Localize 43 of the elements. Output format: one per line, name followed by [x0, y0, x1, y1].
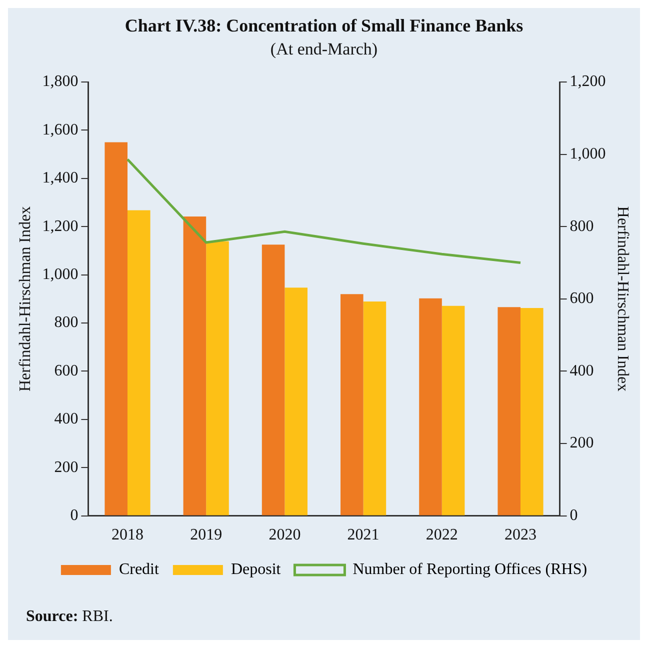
y-tick-label: 400 [54, 410, 78, 428]
bar [183, 216, 206, 516]
x-tick-label: 2021 [347, 526, 380, 544]
x-tick-label: 2023 [504, 526, 536, 544]
y-tick-label: 1,800 [42, 73, 78, 90]
bar [340, 294, 364, 516]
y-tick-label: 600 [54, 362, 78, 380]
y-tick-label: 1,000 [42, 266, 78, 284]
legend-label: Number of Reporting Offices (RHS) [352, 561, 588, 578]
bar [520, 308, 544, 516]
y-tick-label: 1,600 [42, 121, 78, 138]
chart-title: Chart IV.38: Concentration of Small Finance Banks [124, 15, 524, 36]
bar [128, 210, 150, 516]
y-tick-label: 200 [54, 458, 78, 476]
chart-subtitle: (At end-March) [270, 39, 378, 58]
bar [363, 302, 386, 516]
y2-tick-label: 800 [570, 218, 594, 235]
y-axis-title: Herfindahl-Hirschman Index [16, 206, 34, 392]
y2-tick-label: 200 [570, 434, 594, 452]
y-tick-label: 1,200 [42, 218, 78, 235]
y2-axis-title: Herfindahl-Hirschman Index [614, 206, 632, 392]
x-tick-label: 2019 [190, 526, 222, 544]
bar [104, 142, 128, 516]
bar [262, 244, 285, 516]
bar [442, 306, 465, 516]
legend-label: Deposit [230, 561, 282, 578]
bar [206, 241, 229, 516]
x-tick-label: 2018 [112, 526, 144, 544]
x-tick-label: 2022 [426, 526, 458, 544]
bar [419, 298, 442, 516]
y-tick-label: 0 [70, 507, 78, 524]
y2-tick-label: 1,200 [570, 73, 606, 90]
x-tick-label: 2020 [268, 526, 301, 544]
bar [498, 307, 520, 516]
y2-tick-label: 600 [570, 290, 594, 308]
source-note: Source: RBI. [26, 608, 113, 625]
bar [284, 288, 308, 516]
y-tick-label: 1,400 [42, 170, 78, 187]
y-tick-label: 800 [54, 314, 78, 332]
y2-tick-label: 0 [570, 507, 578, 524]
y2-tick-label: 1,000 [570, 146, 606, 163]
legend-label: Credit [118, 561, 160, 578]
y2-tick-label: 400 [570, 362, 594, 380]
